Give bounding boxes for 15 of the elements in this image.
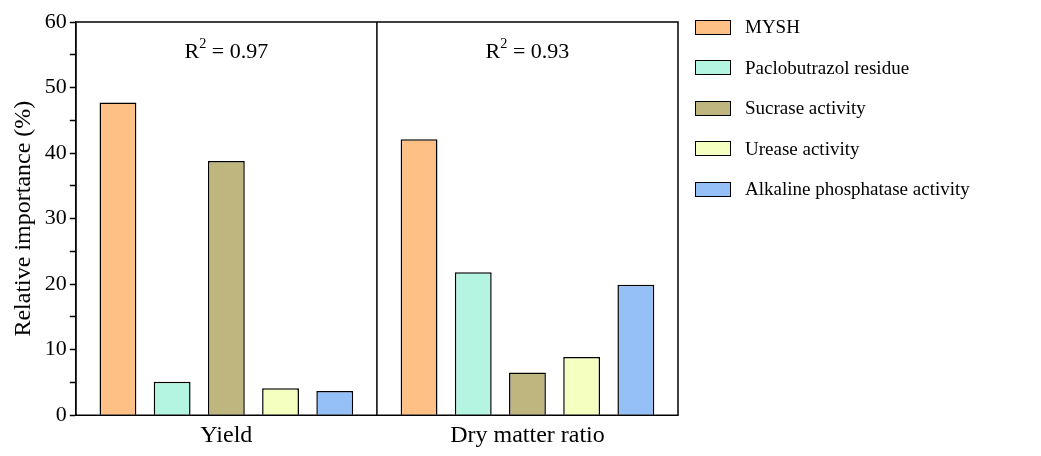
y-tick-label: 10	[44, 335, 67, 361]
y-tick-label: 40	[44, 138, 67, 164]
legend-label: Urease activity	[745, 137, 860, 160]
y-tick-label: 60	[44, 7, 67, 33]
y-axis-title: Relative importance (%)	[8, 100, 35, 337]
x-tick-label: Yield	[200, 420, 253, 447]
legend-label: Sucrase activity	[745, 97, 866, 119]
y-tick-label: 50	[44, 73, 67, 99]
legend-label: Alkaline phosphatase activity	[745, 178, 970, 200]
y-tick-label: 20	[44, 269, 67, 295]
x-tick-label: Dry matter ratio	[450, 420, 605, 447]
y-tick-label: 0	[55, 400, 67, 426]
legend-label: Paclobutrazol residue	[745, 56, 910, 79]
y-tick-label: 30	[44, 204, 67, 230]
legend-label: MYSH	[745, 16, 800, 38]
